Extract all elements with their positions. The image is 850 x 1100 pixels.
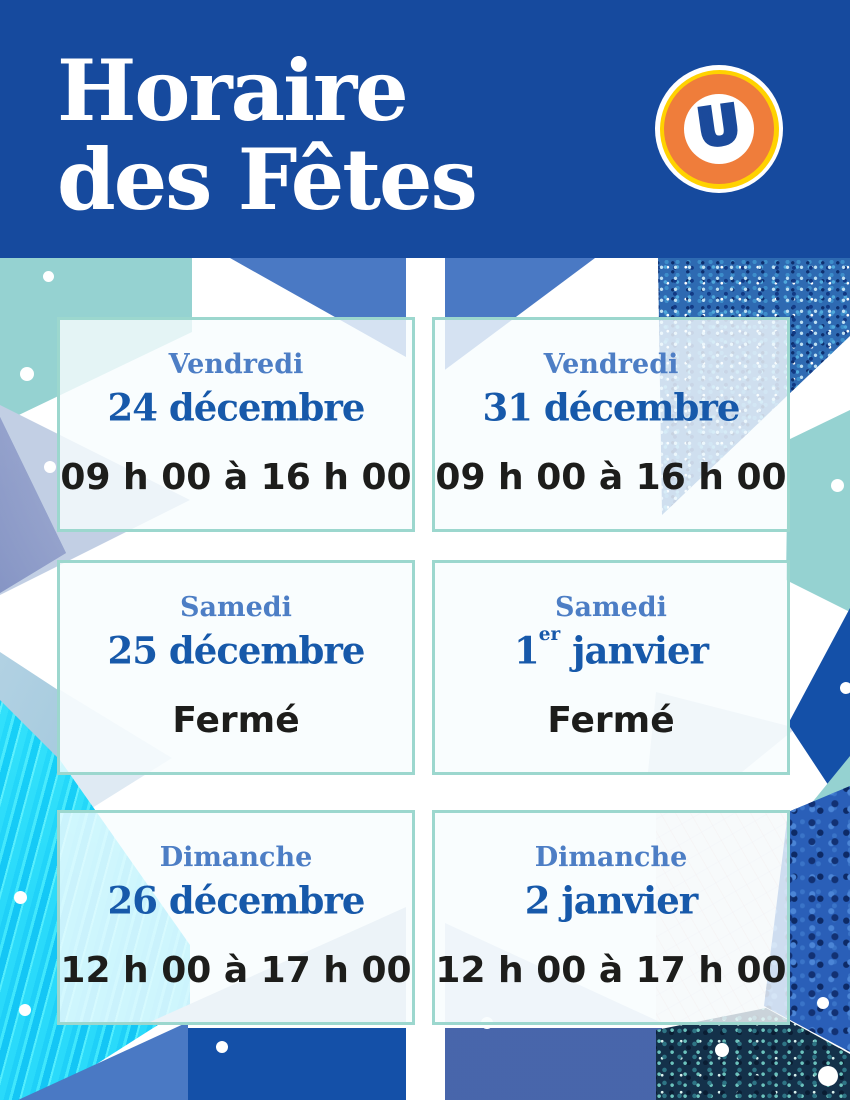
card-day-label: Dimanche — [534, 842, 688, 873]
logo-orange-ring: U — [664, 74, 774, 184]
date-superscript: er — [538, 624, 561, 646]
decor-dot — [216, 1041, 228, 1053]
date-text: 25 décembre — [107, 628, 366, 673]
schedule-card-dec-24: Vendredi 24 décembre 09 h 00 à 16 h 00 — [57, 317, 415, 532]
card-day-label: Dimanche — [159, 842, 313, 873]
schedule-card-jan-2: Dimanche 2 janvier 12 h 00 à 17 h 00 — [432, 810, 790, 1025]
decor-dot — [44, 461, 56, 473]
decor-dot — [14, 891, 27, 904]
card-date: 31 décembre — [482, 380, 741, 430]
date-text: 24 décembre — [107, 385, 366, 430]
date-text-tail: janvier — [560, 628, 709, 673]
logo-letter: U — [692, 92, 746, 161]
card-hours: 12 h 00 à 17 h 00 — [435, 950, 787, 992]
card-hours: 09 h 00 à 16 h 00 — [60, 457, 412, 499]
decor-dot — [831, 479, 844, 492]
date-text: 2 janvier — [524, 878, 698, 923]
card-date: 24 décembre — [107, 380, 366, 430]
card-hours: 09 h 00 à 16 h 00 — [435, 457, 787, 499]
page-title: Horaire des Fêtes — [57, 41, 478, 229]
decor-dot — [817, 997, 829, 1009]
brand-logo-u-icon: U — [655, 65, 783, 193]
card-date: 2 janvier — [524, 873, 698, 923]
schedule-card-dec-31: Vendredi 31 décembre 09 h 00 à 16 h 00 — [432, 317, 790, 532]
card-date: 26 décembre — [107, 873, 366, 923]
decor-dot — [840, 682, 850, 694]
title-line-1: Horaire — [57, 41, 409, 140]
decor-dot — [818, 1066, 838, 1086]
header-banner: Horaire des Fêtes U — [0, 0, 850, 258]
card-hours: Fermé — [172, 700, 300, 742]
logo-inner-circle: U — [684, 92, 754, 164]
card-date: 25 décembre — [107, 623, 366, 673]
schedule-card-dec-26: Dimanche 26 décembre 12 h 00 à 17 h 00 — [57, 810, 415, 1025]
schedule-card-dec-25: Samedi 25 décembre Fermé — [57, 560, 415, 775]
card-day-label: Vendredi — [168, 349, 304, 380]
decor-dot — [715, 1043, 729, 1057]
card-day-label: Samedi — [180, 592, 292, 623]
card-day-label: Vendredi — [543, 349, 679, 380]
decor-dot — [43, 271, 54, 282]
decor-dot — [19, 1004, 31, 1016]
decor-dot — [20, 367, 34, 381]
card-hours: 12 h 00 à 17 h 00 — [60, 950, 412, 992]
date-text: 31 décembre — [482, 385, 741, 430]
card-day-label: Samedi — [555, 592, 667, 623]
logo-yellow-ring: U — [659, 69, 779, 189]
schedule-card-jan-1: Samedi 1er janvier Fermé — [432, 560, 790, 775]
title-line-2: des Fêtes — [57, 130, 478, 229]
card-hours: Fermé — [547, 700, 675, 742]
date-text: 26 décembre — [107, 878, 366, 923]
date-text: 1 — [513, 628, 540, 673]
card-date: 1er janvier — [513, 623, 709, 673]
